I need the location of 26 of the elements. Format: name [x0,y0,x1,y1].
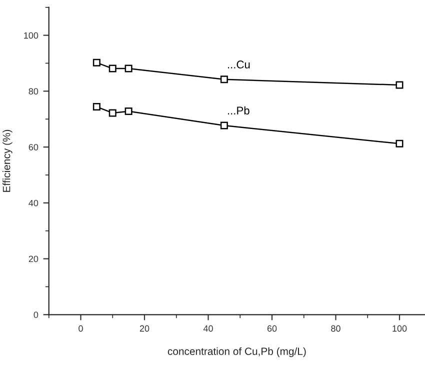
point [124,108,132,116]
series-label: ...Pb [228,106,250,115]
y-tick-label: 20 [28,256,38,262]
x-tick-label: 20 [140,325,150,332]
point [92,58,100,66]
point [108,64,116,72]
point [92,103,100,111]
point [396,140,404,148]
point [220,76,228,84]
y-tick-label: 40 [28,200,38,206]
x-axis-title: concentration of Cu,Pb (mg/L) [168,347,306,358]
y-tick-label: 100 [24,32,38,39]
point [396,81,404,89]
point [124,64,132,72]
y-tick-label: 0 [34,312,38,318]
y-axis-title: Efficiency (%) [2,130,12,192]
x-tick-label: 40 [203,325,213,332]
series-label: ...Cu [228,60,250,68]
x-tick-label: 0 [78,325,83,332]
x-tick-label: 80 [331,325,340,332]
point [220,122,228,130]
point [108,109,116,117]
x-tick-label: 60 [267,325,277,332]
y-tick-label: 60 [28,144,38,150]
x-tick-label: 100 [392,325,407,332]
y-tick-label: 80 [28,88,38,95]
